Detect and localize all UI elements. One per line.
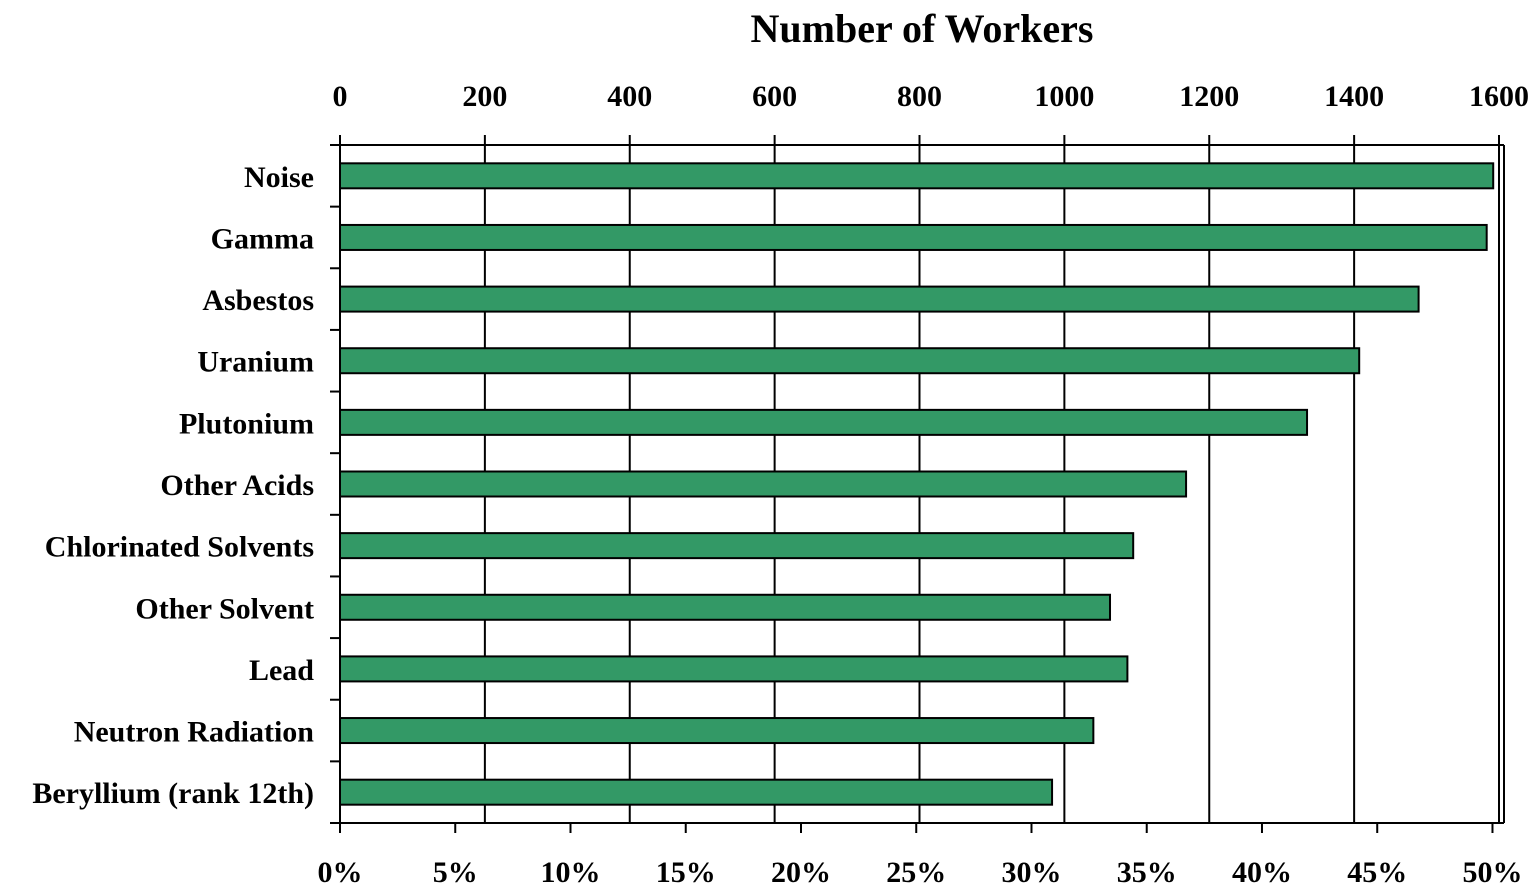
category-label: Noise — [244, 161, 314, 194]
bar — [339, 223, 1488, 251]
bottom-tick-label: 40% — [1232, 856, 1292, 888]
top-tick-label: 1000 — [1034, 80, 1094, 113]
top-tick-label: 600 — [752, 80, 797, 113]
bar — [339, 408, 1309, 436]
bottom-tick-label: 45% — [1347, 856, 1407, 888]
top-tick-label: 1200 — [1179, 80, 1239, 113]
bottom-tick-label: 0% — [318, 856, 363, 888]
top-tick-label: 0 — [333, 80, 348, 113]
category-label: Uranium — [197, 346, 314, 379]
category-label: Neutron Radiation — [74, 716, 315, 749]
bottom-tick-label: 50% — [1462, 856, 1522, 888]
bottom-tick-label: 25% — [886, 856, 946, 888]
bottom-tick-label: 15% — [656, 856, 716, 888]
top-tick-label: 1400 — [1324, 80, 1384, 113]
axes — [330, 135, 1505, 833]
category-label: Beryllium (rank 12th) — [32, 777, 314, 810]
top-tick-label: 1600 — [1469, 80, 1529, 113]
top-tick-label: 800 — [897, 80, 942, 113]
bar — [339, 162, 1495, 190]
category-label: Plutonium — [179, 407, 314, 440]
bar — [339, 347, 1361, 375]
category-label: Other Solvent — [135, 592, 314, 625]
chart-title: Number of Workers — [751, 6, 1094, 51]
category-label: Gamma — [211, 222, 314, 255]
bar — [339, 593, 1112, 621]
bottom-tick-label: 10% — [540, 856, 600, 888]
bar — [339, 470, 1188, 498]
category-label: Other Acids — [160, 469, 314, 502]
category-labels: Noise Gamma Asbestos Uranium Plutonium Other … — [32, 161, 314, 810]
bar — [339, 285, 1420, 313]
bars — [339, 162, 1495, 806]
category-label: Chlorinated Solvents — [45, 531, 314, 564]
bar — [339, 778, 1054, 806]
bottom-tick-label: 30% — [1001, 856, 1061, 888]
bar — [339, 532, 1135, 560]
bottom-tick-label: 20% — [771, 856, 831, 888]
bottom-tick-label: 35% — [1117, 856, 1177, 888]
category-label: Asbestos — [202, 284, 314, 317]
bottom-axis-ticks: 0% 5% 10% 15% 20% 25% 30% 35% 40% 45% 50% — [318, 823, 1522, 888]
category-label: Lead — [249, 654, 314, 687]
bar — [339, 717, 1095, 745]
bottom-tick-label: 5% — [433, 856, 478, 888]
top-tick-label: 400 — [607, 80, 652, 113]
top-tick-label: 200 — [462, 80, 507, 113]
top-axis-ticks: 0 200 400 600 800 1000 1200 1400 1600 — [333, 80, 1529, 145]
bar — [339, 655, 1129, 683]
